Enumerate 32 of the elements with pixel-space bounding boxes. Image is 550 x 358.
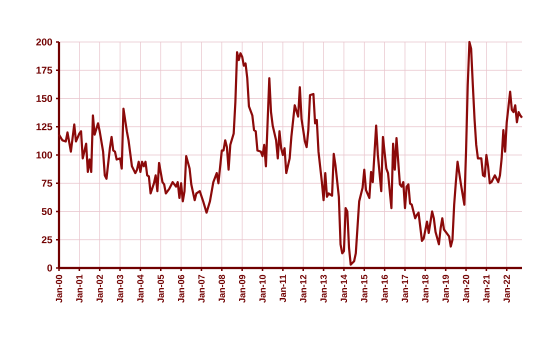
x-tick-label: Jan-11 xyxy=(280,274,286,302)
x-tick-label: Jan-16 xyxy=(381,274,388,303)
y-tick-label: 125 xyxy=(36,123,52,130)
x-tick-label: Jan-05 xyxy=(158,274,164,303)
y-tick-label: 150 xyxy=(36,94,52,102)
x-tick-label: Jan-06 xyxy=(178,274,184,303)
x-tick-label: Jan-08 xyxy=(218,274,225,303)
x-tick-label: Jan-14 xyxy=(340,274,348,303)
x-tick-label: Jan-10 xyxy=(259,274,266,303)
x-tick-label: Jan-15 xyxy=(361,274,368,303)
x-tick-label: Jan-17 xyxy=(402,274,408,303)
x-tick-label: Jan-00 xyxy=(56,274,62,303)
x-tick-label: Jan-02 xyxy=(96,274,103,303)
x-tick-label: Jan-01 xyxy=(76,274,83,303)
x-tick-label: Jan-22 xyxy=(504,274,510,303)
y-tick-label: 0 xyxy=(47,264,52,272)
x-tick-label: Jan-03 xyxy=(116,274,124,303)
x-tick-label: Jan-09 xyxy=(238,274,246,303)
y-tick-label: 175 xyxy=(36,66,52,74)
y-tick-label: 100 xyxy=(36,151,52,159)
y-tick-label: 75 xyxy=(42,180,52,187)
x-tick-label: Jan-19 xyxy=(442,274,449,303)
x-tick-label: Jan-12 xyxy=(300,274,306,303)
x-tick-label: Jan-07 xyxy=(198,274,205,303)
y-tick-label: 25 xyxy=(42,236,52,244)
y-tick-label: 50 xyxy=(42,208,52,216)
x-tick-label: Jan-13 xyxy=(320,274,327,303)
x-tick-label: Jan-20 xyxy=(462,274,470,303)
x-tick-label: Jan-04 xyxy=(137,274,144,303)
x-tick-label: Jan-18 xyxy=(422,274,429,303)
x-tick-label: Jan-21 xyxy=(483,274,490,303)
y-tick-label: 200 xyxy=(36,38,52,46)
